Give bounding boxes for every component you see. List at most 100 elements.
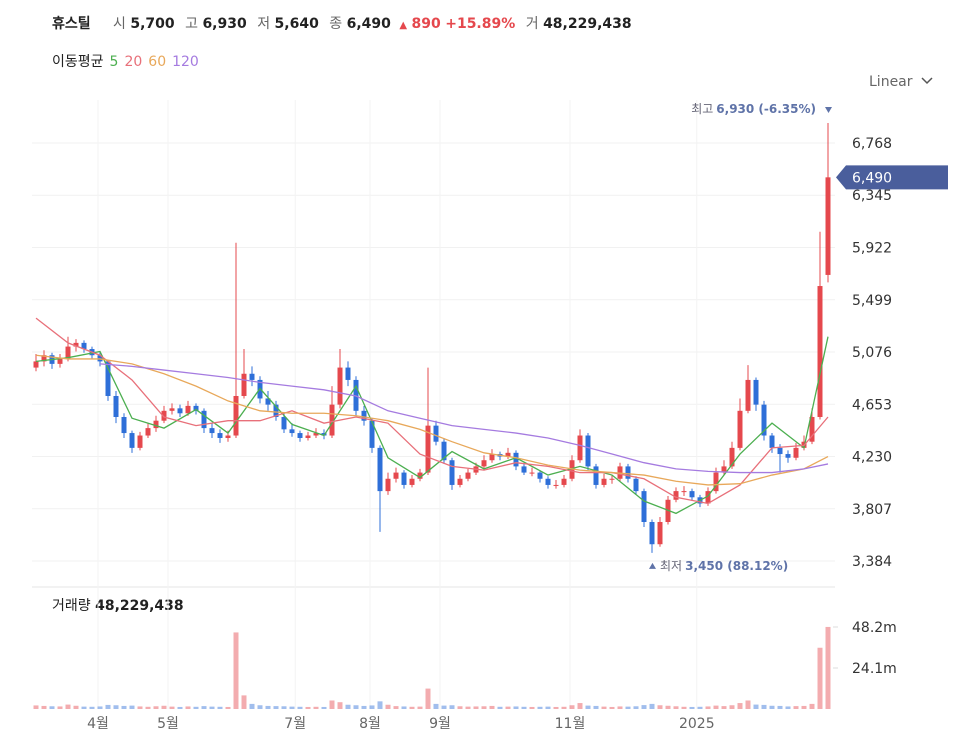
candle-body <box>169 408 175 411</box>
moving-average <box>99 363 829 474</box>
label: 저 <box>257 16 270 32</box>
candle-body <box>489 454 495 461</box>
volume-bar <box>593 705 599 709</box>
candle-body <box>825 177 831 275</box>
candle-body <box>737 410 743 448</box>
volume-bar <box>825 626 831 709</box>
y-tick-label: 6,768 <box>852 136 892 152</box>
value: 48,229,438 <box>543 16 632 32</box>
volume-bar <box>73 705 79 709</box>
volume-bar <box>689 706 695 709</box>
volume-bar <box>185 706 191 709</box>
volume-bar <box>569 705 575 709</box>
candle-body <box>57 358 63 364</box>
x-tick-label: 9월 <box>429 716 451 732</box>
chevron[interactable] <box>921 77 933 85</box>
volume-bar <box>425 688 431 709</box>
candle-body <box>281 416 287 430</box>
candle-body <box>753 379 759 405</box>
change: 890 <box>412 16 441 32</box>
volume-bar <box>121 705 127 709</box>
value: 5,700 <box>130 16 175 32</box>
candle-body <box>537 472 543 479</box>
candle-body <box>609 478 615 480</box>
candle-body <box>625 466 631 479</box>
candle-body <box>241 373 247 396</box>
quote-row: 시 5,700 고 6,930 저 5,640 종 6,490 ▲ 890 +1… <box>113 16 632 32</box>
change-pct: +15.89% <box>445 16 515 32</box>
volume-bar <box>641 705 647 709</box>
candle-body <box>417 472 423 479</box>
price-tag-label: 6,490 <box>852 170 892 186</box>
candle-body <box>105 361 111 396</box>
y-tick-label: 48.2m <box>852 620 897 636</box>
candle-body <box>433 425 439 442</box>
volume-bar <box>217 706 223 709</box>
volume-bar <box>465 706 471 709</box>
volume-label: 거래량 <box>52 598 91 614</box>
volume-bar <box>545 706 551 709</box>
x-tick-label: 11월 <box>555 716 586 732</box>
label: 고 <box>185 16 198 32</box>
volume-bar <box>633 706 639 709</box>
legend-entry: 20 <box>124 54 142 70</box>
candle-body <box>33 361 39 368</box>
volume-bar <box>457 706 463 709</box>
y-tick-label: 6,345 <box>852 188 892 204</box>
volume-bar <box>521 706 527 709</box>
volume-bar <box>249 703 255 709</box>
candle-body <box>81 342 87 350</box>
volume-bar <box>705 706 711 709</box>
candle-body <box>681 491 687 493</box>
candle-body <box>601 478 607 485</box>
up-arrow: ▲ <box>399 20 407 31</box>
y-tick-label: 24.1m <box>852 661 897 677</box>
candle-body <box>577 435 583 461</box>
volume-bar <box>561 706 567 709</box>
candle-body <box>673 491 679 500</box>
min-pointer <box>649 562 656 569</box>
scale-selector[interactable]: Linear <box>869 74 913 90</box>
volume-bar <box>793 706 799 709</box>
candle-body <box>393 472 399 479</box>
candle-body <box>385 478 391 492</box>
volume-bar <box>281 706 287 709</box>
y-tick-label: 5,499 <box>852 293 892 309</box>
volume-bar <box>513 706 519 709</box>
price-tag <box>836 165 948 190</box>
volume-bar <box>225 706 231 709</box>
volume-bar <box>257 705 263 709</box>
x-tick-label: 2025 <box>679 716 715 732</box>
candle-body <box>457 478 463 485</box>
volume-bar <box>129 705 135 709</box>
y-tick-label: 5,076 <box>852 345 892 361</box>
candle-body <box>641 491 647 522</box>
label: 거 <box>526 16 539 32</box>
y-tick-label: 4,230 <box>852 450 892 466</box>
volume-bar <box>817 647 823 709</box>
candle-body <box>217 433 223 438</box>
volume-bar <box>97 706 103 709</box>
volume-bar <box>169 706 175 709</box>
label: 종 <box>329 16 342 32</box>
volume-bar <box>577 703 583 709</box>
candle-body <box>369 420 375 448</box>
volume-bar <box>153 706 159 709</box>
candle-body <box>513 452 519 467</box>
volume-bar <box>529 706 535 709</box>
volume-bar <box>449 705 455 709</box>
candle-body <box>633 478 639 492</box>
candle-body <box>321 433 327 436</box>
candle-body <box>649 521 655 545</box>
volume-bar <box>681 706 687 709</box>
candle-body <box>41 355 47 362</box>
legend-entry: 120 <box>172 54 199 70</box>
moving-average <box>35 317 829 505</box>
volume-bar <box>329 700 335 709</box>
volume-bar <box>665 705 671 709</box>
volume-bar <box>273 706 279 709</box>
volume-bar <box>433 703 439 709</box>
value: 6,930 <box>202 16 247 32</box>
candle-body <box>185 405 191 414</box>
